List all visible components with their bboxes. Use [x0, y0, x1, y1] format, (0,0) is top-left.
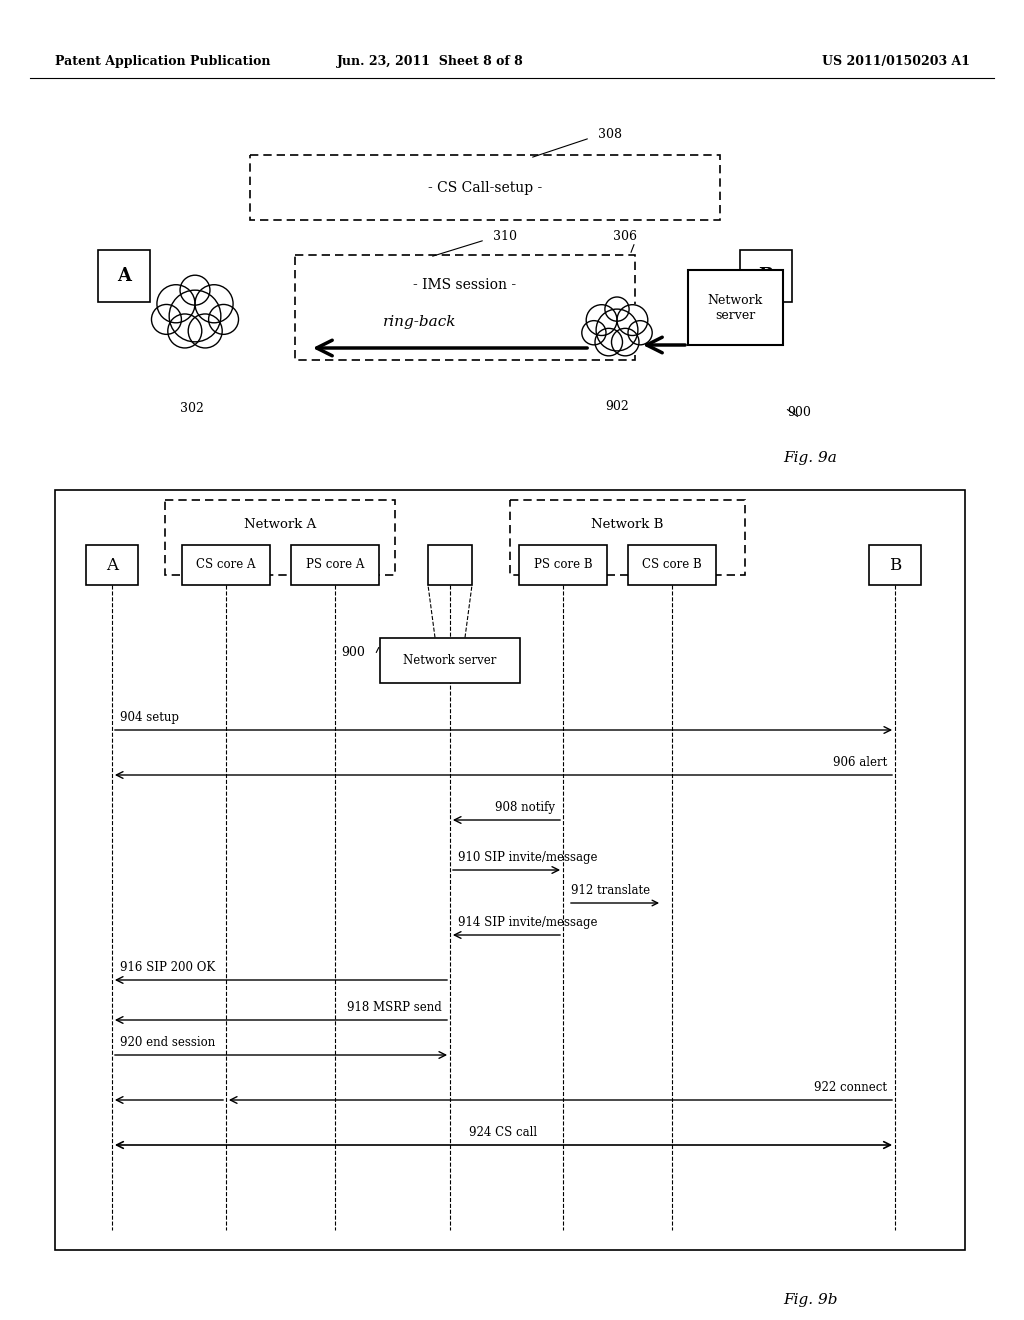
Text: B: B: [889, 557, 901, 573]
Text: CS core A: CS core A: [197, 558, 256, 572]
Circle shape: [582, 321, 606, 345]
Circle shape: [188, 314, 222, 348]
Circle shape: [152, 305, 181, 334]
Text: 900: 900: [341, 645, 365, 659]
Text: Jun. 23, 2011  Sheet 8 of 8: Jun. 23, 2011 Sheet 8 of 8: [337, 55, 523, 69]
Text: 910 SIP invite/message: 910 SIP invite/message: [458, 851, 597, 865]
Text: - CS Call-setup -: - CS Call-setup -: [428, 181, 542, 195]
Bar: [295, 255, 635, 360]
Circle shape: [611, 329, 639, 356]
Text: Network B: Network B: [591, 519, 664, 532]
Text: 302: 302: [180, 403, 204, 414]
Bar: [380, 638, 520, 682]
Circle shape: [586, 305, 617, 335]
Text: A: A: [106, 557, 118, 573]
Circle shape: [168, 314, 202, 348]
Bar: [55, 490, 965, 1250]
Text: B: B: [759, 267, 773, 285]
Bar: [86, 545, 138, 585]
Bar: [428, 545, 472, 585]
Text: 920 end session: 920 end session: [120, 1036, 215, 1049]
Bar: [291, 545, 379, 585]
Text: 902: 902: [605, 400, 629, 413]
Text: PS core B: PS core B: [534, 558, 592, 572]
Circle shape: [180, 275, 210, 305]
Text: A: A: [117, 267, 131, 285]
Text: Network
server: Network server: [708, 294, 763, 322]
Circle shape: [195, 285, 233, 323]
Text: 904 setup: 904 setup: [120, 711, 179, 723]
Text: 306: 306: [613, 231, 637, 243]
Text: PS core A: PS core A: [306, 558, 365, 572]
Text: 922 connect: 922 connect: [814, 1081, 887, 1094]
Bar: [182, 545, 270, 585]
Text: 310: 310: [493, 231, 517, 243]
Bar: [510, 500, 745, 576]
Circle shape: [617, 305, 648, 335]
Text: CS core B: CS core B: [642, 558, 701, 572]
Circle shape: [595, 329, 623, 356]
Bar: [628, 545, 716, 585]
Text: Patent Application Publication: Patent Application Publication: [55, 55, 270, 69]
Bar: [519, 545, 607, 585]
Text: 906 alert: 906 alert: [833, 756, 887, 770]
Text: US 2011/0150203 A1: US 2011/0150203 A1: [822, 55, 970, 69]
Text: Network server: Network server: [403, 653, 497, 667]
Bar: [869, 545, 921, 585]
Text: Fig. 9b: Fig. 9b: [782, 1294, 838, 1307]
Text: 914 SIP invite/message: 914 SIP invite/message: [458, 916, 597, 929]
Text: 912 translate: 912 translate: [571, 884, 650, 898]
Text: ring-back: ring-back: [383, 315, 457, 329]
Circle shape: [605, 297, 629, 321]
Circle shape: [596, 309, 638, 351]
Text: Network A: Network A: [244, 519, 316, 532]
Bar: [98, 249, 150, 302]
Bar: [165, 500, 395, 576]
Text: 918 MSRP send: 918 MSRP send: [347, 1001, 442, 1014]
Bar: [740, 249, 792, 302]
Text: 924 CS call: 924 CS call: [469, 1126, 538, 1139]
Circle shape: [628, 321, 652, 345]
Circle shape: [169, 290, 221, 342]
Bar: [688, 271, 783, 345]
Text: Fig. 9a: Fig. 9a: [783, 451, 837, 465]
Bar: [250, 154, 720, 220]
Text: 916 SIP 200 OK: 916 SIP 200 OK: [120, 961, 215, 974]
Text: 908 notify: 908 notify: [495, 801, 555, 814]
Text: 308: 308: [598, 128, 622, 141]
Text: 900: 900: [787, 405, 811, 418]
Circle shape: [157, 285, 195, 323]
Text: - IMS session -: - IMS session -: [414, 279, 516, 292]
Circle shape: [209, 305, 239, 334]
